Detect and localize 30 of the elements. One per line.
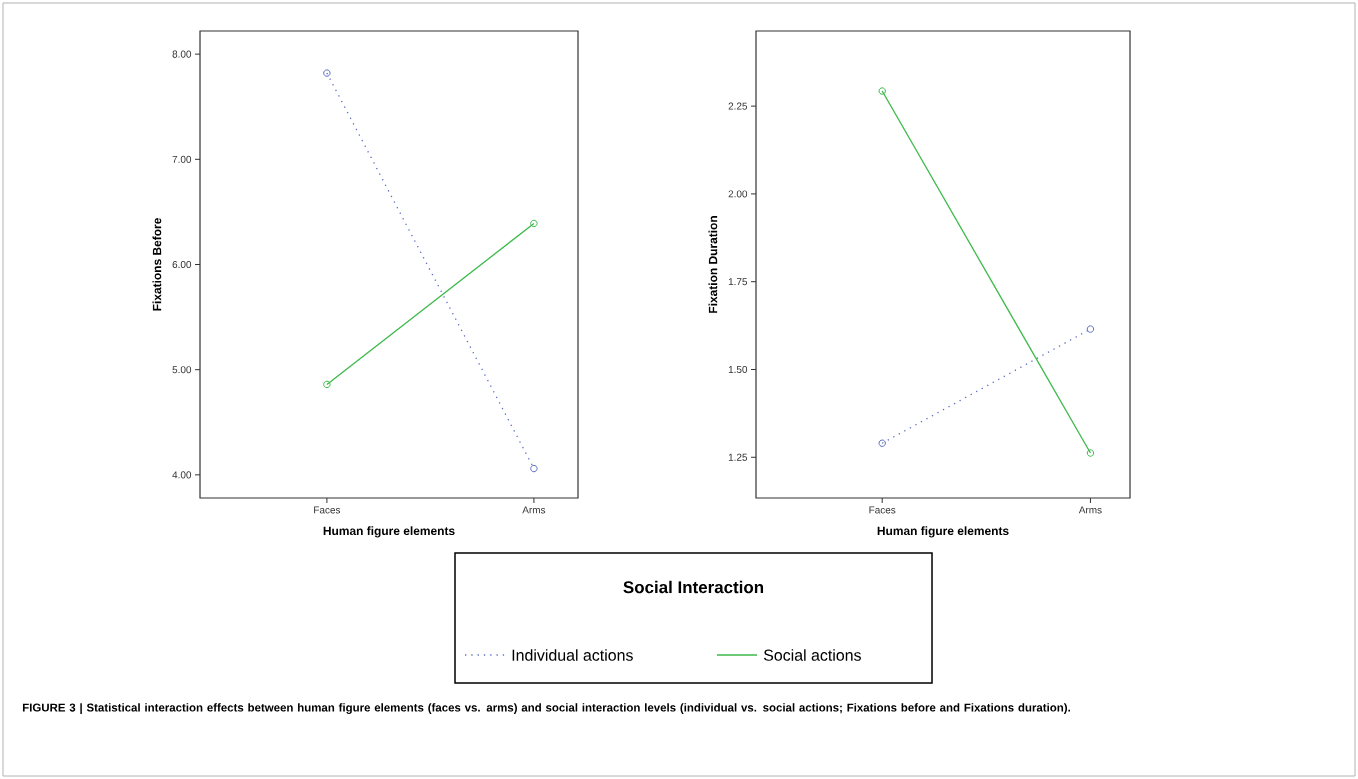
x-axis-title: Human figure elements xyxy=(877,526,1009,538)
legend-title: Social Interaction xyxy=(623,580,764,594)
point xyxy=(530,219,538,228)
y-axis-title: Fixations Before xyxy=(152,218,162,311)
caption: FIGURE 3 | Statistical interaction effects between human figure elements (faces vs. arms) and social interaction levels (individual vs. social actions; Fixations before and Fixations duration). xyxy=(22,703,1070,715)
y-tick-label: 7.00 xyxy=(172,155,192,163)
y-tick-label: 1.50 xyxy=(728,365,748,374)
point xyxy=(323,380,331,389)
point xyxy=(878,87,886,95)
y-tick-label: 1.75 xyxy=(728,278,748,286)
y-tick-label: 2.00 xyxy=(728,190,748,198)
x-axis-title: Human figure elements xyxy=(323,526,455,538)
x-tick-label: Arms xyxy=(522,506,546,514)
legend-label: Individual actions xyxy=(512,649,633,661)
x-tick-label: Faces xyxy=(869,506,896,514)
point xyxy=(1086,449,1095,457)
legend-label: Social actions xyxy=(763,649,861,661)
y-tick-label: 5.00 xyxy=(172,366,192,374)
y-tick-label: 1.25 xyxy=(728,453,748,461)
x-tick-label: Faces xyxy=(314,506,341,514)
point xyxy=(878,439,886,447)
y-tick-label: 6.00 xyxy=(172,260,192,269)
point xyxy=(530,464,538,473)
y-tick-label: 2.25 xyxy=(728,102,748,110)
x-tick-label: Arms xyxy=(1078,506,1102,514)
y-axis-title: Fixation Duration xyxy=(708,216,718,313)
y-tick-label: 8.00 xyxy=(172,50,192,58)
point xyxy=(1086,325,1095,333)
y-tick-label: 4.00 xyxy=(172,471,192,479)
point xyxy=(323,69,331,77)
